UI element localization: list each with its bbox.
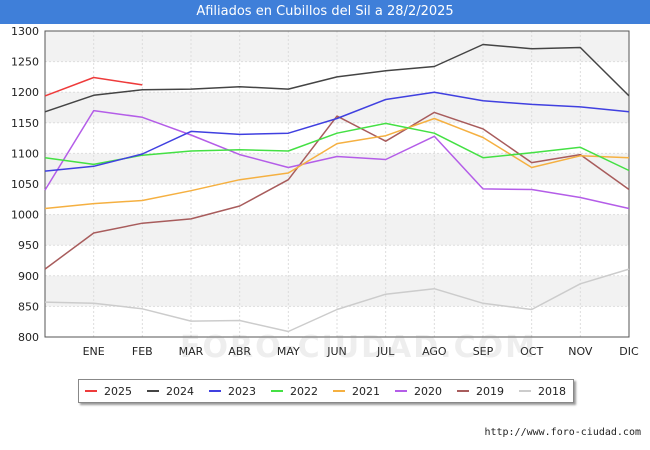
x-tick-labels: ENE FEB MAR ABR MAY JUN JUL AGO SEP OCT NOV DIC (83, 345, 639, 358)
watermark: FORO-CIUDAD.COM (180, 330, 537, 365)
x-tick-label: MAY (277, 345, 300, 358)
legend-swatch (147, 390, 159, 392)
legend-swatch (395, 390, 407, 392)
y-tick-label: 950 (18, 239, 39, 252)
legend-label: 2018 (538, 384, 566, 398)
x-tick-label: FEB (132, 345, 153, 358)
y-tick-label: 1000 (11, 209, 39, 222)
x-tick-label: JUN (326, 345, 347, 358)
legend-label: 2019 (476, 384, 504, 398)
x-tick-label: JUL (376, 345, 395, 358)
series-line-2019 (44, 111, 630, 270)
x-tick-label: MAR (179, 345, 204, 358)
legend-item-2025: 2025 (85, 380, 132, 402)
series-line-2021 (44, 117, 630, 210)
legend-swatch (333, 390, 345, 392)
legend-label: 2022 (290, 384, 318, 398)
series-line-2025 (44, 76, 143, 97)
legend-swatch (457, 390, 469, 392)
y-tick-label: 850 (18, 300, 39, 313)
legend-swatch (209, 390, 221, 392)
legend-label: 2023 (228, 384, 256, 398)
legend-item-2023: 2023 (209, 380, 256, 402)
series-lines (44, 43, 630, 333)
y-tick-label: 1050 (11, 178, 39, 191)
x-tick-label: SEP (473, 345, 494, 358)
chart-title: Afiliados en Cubillos del Sil a 28/2/202… (0, 0, 650, 24)
series-line-2024 (44, 43, 630, 113)
x-tick-label: ENE (83, 345, 105, 358)
axes (44, 30, 630, 338)
legend-swatch (519, 390, 531, 392)
y-tick-label: 1300 (11, 25, 39, 38)
legend-swatch (85, 390, 97, 392)
y-tick-label: 1200 (11, 86, 39, 99)
legend-label: 2020 (414, 384, 442, 398)
y-tick-label: 900 (18, 270, 39, 283)
y-tick-label: 800 (18, 331, 39, 344)
source-credit: http://www.foro-ciudad.com (484, 427, 641, 438)
legend-item-2019: 2019 (457, 380, 504, 402)
series-line-2020 (44, 109, 630, 210)
plot-frame (44, 30, 630, 338)
y-tick-labels: 800 850 900 950 1000 1050 1100 1150 1200 1250 1300 (11, 25, 39, 344)
y-tick-label: 1100 (11, 147, 39, 160)
y-tick-label: 1150 (11, 117, 39, 130)
series-line-2022 (44, 122, 630, 172)
legend-item-2020: 2020 (395, 380, 442, 402)
series-line-2023 (44, 91, 630, 172)
legend: 2025 2024 2023 2022 2021 2020 2019 2018 (78, 379, 574, 403)
legend-item-2024: 2024 (147, 380, 194, 402)
legend-label: 2024 (166, 384, 194, 398)
legend-label: 2025 (104, 384, 132, 398)
series-line-2018 (44, 268, 630, 333)
legend-item-2021: 2021 (333, 380, 380, 402)
x-tick-label: OCT (520, 345, 543, 358)
legend-item-2022: 2022 (271, 380, 318, 402)
y-tick-label: 1250 (11, 56, 39, 69)
legend-item-2018: 2018 (519, 380, 566, 402)
legend-swatch (271, 390, 283, 392)
x-tick-label: ABR (228, 345, 251, 358)
line-chart: 800 850 900 950 1000 1050 1100 1150 1200 1250 1300… (11, 25, 639, 358)
x-tick-label: AGO (422, 345, 447, 358)
legend-label: 2021 (352, 384, 380, 398)
x-tick-label: NOV (568, 345, 593, 358)
x-tick-label: DIC (619, 345, 639, 358)
